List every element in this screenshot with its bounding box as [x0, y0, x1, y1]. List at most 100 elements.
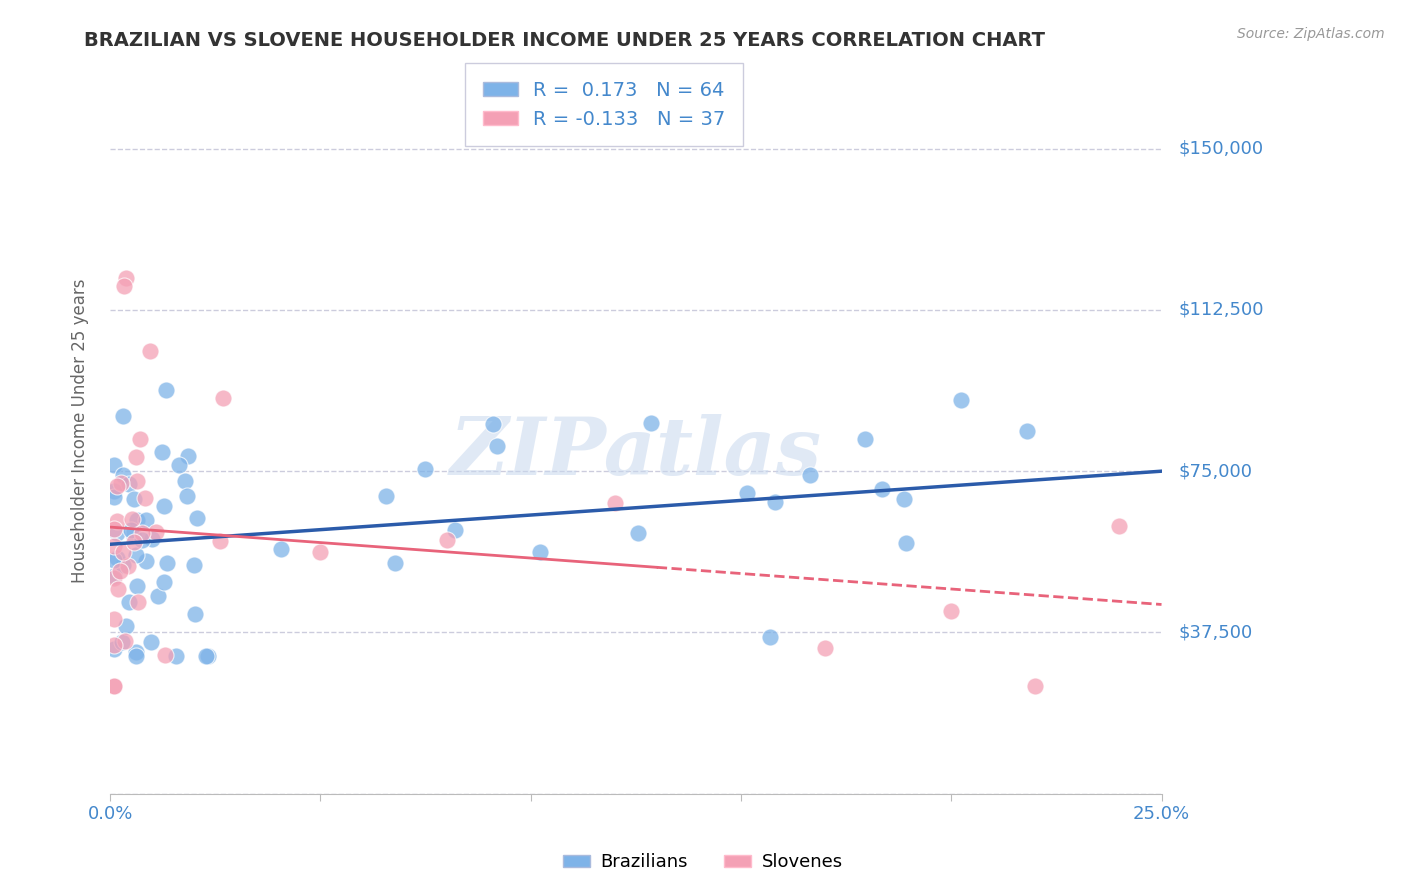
- Y-axis label: Householder Income Under 25 years: Householder Income Under 25 years: [72, 278, 89, 583]
- Point: [139, 634, 162, 648]
- Point: [103, 539, 125, 553]
- Point: [150, 444, 173, 458]
- Point: [105, 515, 128, 529]
- Point: [103, 483, 125, 498]
- Point: [105, 526, 128, 541]
- Point: [814, 641, 837, 656]
- Point: [110, 565, 132, 579]
- Point: [103, 458, 125, 472]
- Point: [118, 595, 141, 609]
- Point: [121, 527, 143, 541]
- Point: [212, 391, 235, 405]
- Point: [125, 649, 148, 664]
- Point: [125, 513, 148, 527]
- Point: [103, 642, 125, 657]
- Point: [135, 513, 157, 527]
- Text: $150,000: $150,000: [1178, 140, 1264, 158]
- Point: [640, 416, 662, 430]
- Point: [122, 535, 145, 549]
- Point: [105, 551, 128, 566]
- Point: [375, 489, 398, 503]
- Point: [176, 489, 198, 503]
- Point: [184, 607, 207, 622]
- Point: [117, 476, 139, 491]
- Text: ZIPatlas: ZIPatlas: [450, 414, 823, 491]
- Point: [111, 467, 134, 482]
- Point: [103, 638, 125, 652]
- Point: [156, 557, 179, 571]
- Point: [186, 511, 208, 525]
- Text: $75,000: $75,000: [1178, 462, 1253, 480]
- Point: [125, 450, 148, 465]
- Point: [103, 522, 125, 536]
- Point: [384, 556, 406, 570]
- Point: [103, 571, 125, 585]
- Point: [153, 575, 176, 590]
- Point: [197, 649, 219, 664]
- Point: [110, 475, 132, 490]
- Point: [138, 343, 160, 358]
- Point: [443, 523, 465, 537]
- Point: [141, 532, 163, 546]
- Point: [121, 512, 143, 526]
- Point: [195, 649, 218, 664]
- Point: [941, 604, 963, 618]
- Point: [146, 589, 169, 603]
- Point: [131, 533, 153, 548]
- Point: [155, 383, 177, 397]
- Text: BRAZILIAN VS SLOVENE HOUSEHOLDER INCOME UNDER 25 YEARS CORRELATION CHART: BRAZILIAN VS SLOVENE HOUSEHOLDER INCOME …: [84, 31, 1045, 50]
- Point: [111, 634, 134, 648]
- Point: [1017, 424, 1039, 438]
- Point: [152, 499, 174, 513]
- Point: [124, 492, 146, 507]
- Legend: Brazilians, Slovenes: Brazilians, Slovenes: [555, 847, 851, 879]
- Point: [177, 449, 200, 463]
- Point: [114, 634, 136, 648]
- Point: [105, 479, 128, 493]
- Point: [145, 524, 167, 539]
- Point: [485, 439, 508, 453]
- Point: [103, 491, 125, 505]
- Point: [115, 619, 138, 633]
- Point: [103, 679, 125, 693]
- Point: [870, 482, 893, 496]
- Point: [135, 554, 157, 568]
- Point: [111, 558, 134, 573]
- Point: [134, 491, 156, 506]
- Point: [166, 649, 188, 664]
- Point: [270, 541, 292, 556]
- Point: [759, 630, 782, 644]
- Point: [103, 553, 125, 567]
- Point: [125, 548, 148, 562]
- Point: [309, 545, 332, 559]
- Point: [115, 270, 138, 285]
- Point: [1024, 679, 1046, 693]
- Point: [183, 558, 205, 572]
- Point: [436, 533, 458, 547]
- Point: [125, 474, 148, 488]
- Point: [949, 392, 972, 407]
- Point: [127, 579, 149, 593]
- Point: [893, 491, 915, 506]
- Point: [125, 645, 148, 659]
- Point: [894, 536, 917, 550]
- Point: [853, 432, 876, 446]
- Point: [627, 525, 650, 540]
- Point: [735, 486, 758, 500]
- Point: [153, 648, 176, 662]
- Point: [107, 582, 129, 596]
- Point: [103, 569, 125, 583]
- Point: [765, 494, 787, 508]
- Point: [103, 612, 125, 626]
- Legend: R =  0.173   N = 64, R = -0.133   N = 37: R = 0.173 N = 64, R = -0.133 N = 37: [465, 63, 744, 146]
- Point: [799, 467, 821, 482]
- Point: [128, 432, 150, 446]
- Point: [174, 475, 197, 489]
- Point: [413, 461, 436, 475]
- Text: Source: ZipAtlas.com: Source: ZipAtlas.com: [1237, 27, 1385, 41]
- Point: [112, 545, 135, 559]
- Point: [111, 409, 134, 424]
- Point: [1108, 519, 1130, 533]
- Point: [112, 279, 135, 293]
- Text: $37,500: $37,500: [1178, 624, 1253, 641]
